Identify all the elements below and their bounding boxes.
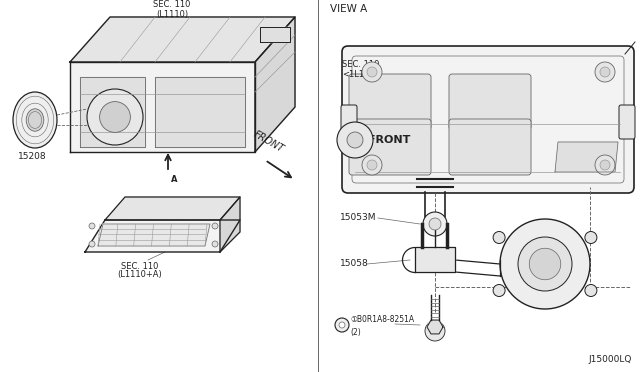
- Text: 15208: 15208: [18, 152, 46, 161]
- Polygon shape: [260, 27, 290, 42]
- Circle shape: [585, 285, 597, 296]
- Text: 15058: 15058: [340, 260, 369, 269]
- Circle shape: [89, 241, 95, 247]
- Circle shape: [212, 241, 218, 247]
- Circle shape: [89, 223, 95, 229]
- Circle shape: [500, 219, 590, 309]
- Polygon shape: [255, 17, 295, 152]
- Circle shape: [595, 155, 615, 175]
- Circle shape: [493, 231, 505, 244]
- Polygon shape: [98, 224, 210, 246]
- Circle shape: [335, 318, 349, 332]
- Circle shape: [367, 160, 377, 170]
- Polygon shape: [85, 220, 240, 252]
- Text: <1L110>: <1L110>: [342, 70, 381, 79]
- FancyBboxPatch shape: [349, 74, 431, 130]
- Circle shape: [518, 237, 572, 291]
- Circle shape: [585, 231, 597, 244]
- Text: ①B0R1A8-8251A: ①B0R1A8-8251A: [350, 315, 414, 324]
- Circle shape: [87, 89, 143, 145]
- Polygon shape: [155, 77, 245, 147]
- Text: (L1110+A): (L1110+A): [118, 270, 163, 279]
- Text: SEC. 110: SEC. 110: [154, 0, 191, 9]
- Circle shape: [337, 122, 373, 158]
- FancyBboxPatch shape: [619, 105, 635, 139]
- Polygon shape: [427, 320, 443, 334]
- Circle shape: [429, 218, 441, 230]
- Circle shape: [339, 322, 345, 328]
- Circle shape: [367, 67, 377, 77]
- Polygon shape: [70, 62, 255, 152]
- Circle shape: [595, 62, 615, 82]
- FancyBboxPatch shape: [449, 119, 531, 175]
- Polygon shape: [220, 197, 240, 252]
- Circle shape: [362, 62, 382, 82]
- Text: J15000LQ: J15000LQ: [589, 355, 632, 364]
- Polygon shape: [80, 77, 145, 147]
- Polygon shape: [105, 197, 240, 220]
- Circle shape: [347, 132, 363, 148]
- Text: A: A: [171, 175, 177, 184]
- FancyBboxPatch shape: [449, 74, 531, 130]
- Circle shape: [493, 285, 505, 296]
- Text: SEC. 110: SEC. 110: [122, 262, 159, 271]
- Circle shape: [100, 102, 131, 132]
- Polygon shape: [70, 17, 295, 62]
- Circle shape: [600, 67, 610, 77]
- Ellipse shape: [13, 92, 57, 148]
- Polygon shape: [415, 247, 455, 272]
- Circle shape: [600, 160, 610, 170]
- Polygon shape: [555, 142, 618, 172]
- Ellipse shape: [26, 109, 44, 131]
- Circle shape: [362, 155, 382, 175]
- Circle shape: [423, 212, 447, 236]
- Text: (L1110): (L1110): [156, 10, 188, 19]
- Text: 15053M: 15053M: [340, 212, 376, 221]
- Text: (2): (2): [350, 327, 361, 337]
- FancyBboxPatch shape: [342, 46, 634, 193]
- FancyBboxPatch shape: [349, 119, 431, 175]
- Circle shape: [425, 321, 445, 341]
- Text: FRONT: FRONT: [252, 129, 286, 154]
- Text: FRONT: FRONT: [368, 135, 410, 145]
- Text: SEC. 110: SEC. 110: [342, 60, 380, 69]
- Circle shape: [529, 248, 561, 280]
- Circle shape: [212, 223, 218, 229]
- Text: VIEW A: VIEW A: [330, 4, 367, 14]
- FancyBboxPatch shape: [341, 105, 357, 139]
